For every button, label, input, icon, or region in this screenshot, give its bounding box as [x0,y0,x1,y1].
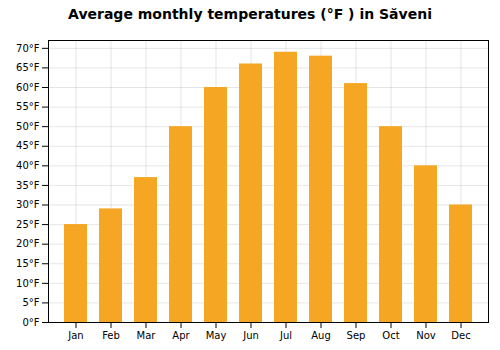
svg-text:Nov: Nov [416,330,436,341]
html-text:Average monthly temperatures (: Average monthly temperatures (°F ) in Să… [68,6,432,22]
svg-text:Aug: Aug [311,330,331,341]
svg-text:20°F: 20°F [16,238,40,249]
svg-text:Dec: Dec [451,330,470,341]
svg-text:50°F: 50°F [16,121,40,132]
svg-text:May: May [206,330,227,341]
svg-text:Oct: Oct [382,330,399,341]
svg-text:60°F: 60°F [16,82,40,93]
svg-text:Sep: Sep [347,330,366,341]
svg-text:40°F: 40°F [16,160,40,171]
svg-text:25°F: 25°F [16,219,40,230]
svg-text:Feb: Feb [102,330,120,341]
svg-text:Jan: Jan [67,330,83,341]
svg-text:0°F: 0°F [22,317,39,328]
svg-text:45°F: 45°F [16,140,40,151]
svg-text:10°F: 10°F [16,278,40,289]
svg-text:30°F: 30°F [16,199,40,210]
svg-text:Jul: Jul [279,330,292,341]
svg-text:15°F: 15°F [16,258,40,269]
svg-text:70°F: 70°F [16,43,40,54]
svg-text:5°F: 5°F [22,297,39,308]
svg-text:Mar: Mar [137,330,157,341]
svg-text:55°F: 55°F [16,101,40,112]
svg-text:Apr: Apr [172,330,190,341]
svg-text:35°F: 35°F [16,180,40,191]
svg-text:Jun: Jun [242,330,259,341]
svg-text:65°F: 65°F [16,62,40,73]
